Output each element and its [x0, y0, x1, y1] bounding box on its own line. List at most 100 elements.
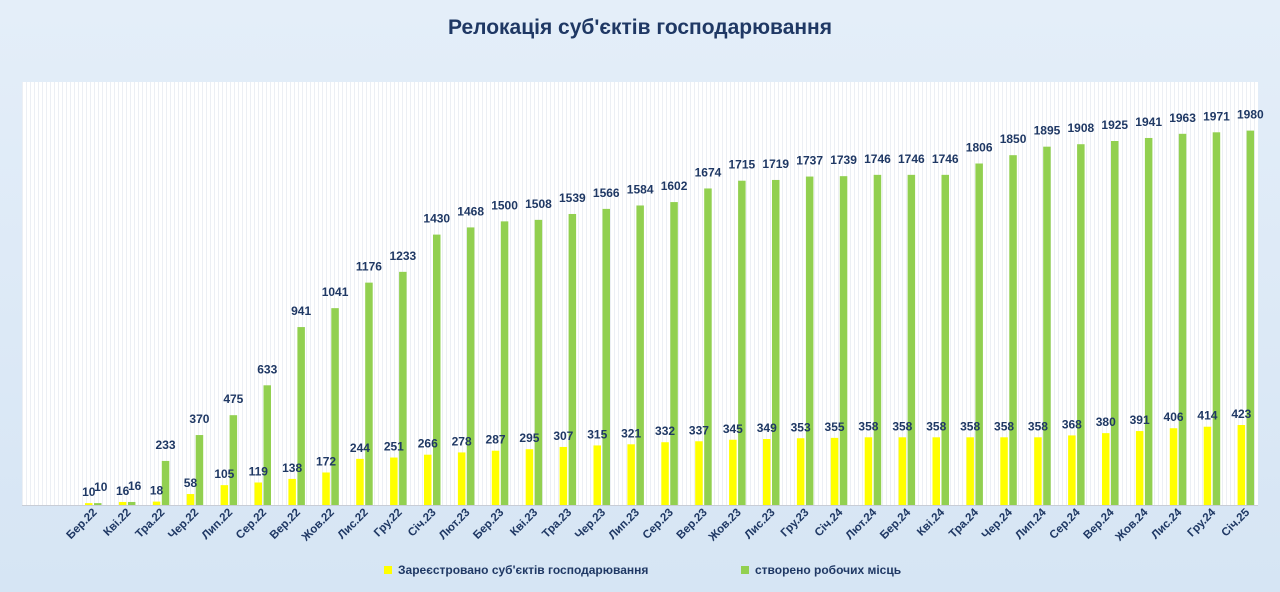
bar-jobs	[534, 219, 543, 506]
x-tick-label: Гру.23	[779, 507, 812, 540]
bar-registered	[729, 439, 737, 505]
bar-jobs	[466, 227, 475, 505]
x-tick-label: Гру.22	[372, 507, 405, 540]
bar-registered	[1203, 426, 1212, 505]
bar-jobs	[941, 174, 949, 505]
data-label-jobs: 1925	[1101, 118, 1128, 132]
data-label-registered: 307	[553, 429, 573, 443]
data-label-registered: 358	[960, 419, 980, 433]
bar-registered	[254, 482, 262, 505]
data-label-registered: 423	[1231, 407, 1251, 421]
bar-jobs	[839, 176, 848, 506]
bar-jobs	[805, 176, 814, 506]
data-label-registered: 337	[689, 423, 709, 437]
x-tick-label: Лис.23	[743, 507, 778, 542]
x-tick-label: Січ.24	[813, 506, 846, 539]
data-label-registered: 278	[452, 434, 472, 448]
legend-item-jobs: створено робочих місць	[741, 563, 901, 577]
x-tick-label: Лис.22	[336, 507, 371, 542]
data-label-jobs: 1739	[830, 153, 857, 167]
bar-jobs	[975, 163, 983, 505]
x-tick-label: Вер.22	[268, 507, 303, 542]
data-label-jobs: 1980	[1237, 108, 1264, 122]
bar-jobs	[331, 308, 339, 505]
x-tick-label: Бер.23	[471, 507, 506, 542]
bar-jobs	[772, 179, 780, 505]
bar-jobs	[399, 271, 407, 505]
data-label-registered: 345	[723, 422, 743, 436]
data-label-jobs: 1500	[491, 198, 518, 212]
bar-jobs	[127, 501, 136, 505]
data-label-registered: 358	[926, 419, 946, 433]
bar-jobs	[636, 205, 644, 506]
bar-jobs	[161, 460, 170, 505]
bar-jobs	[1212, 132, 1221, 505]
bar-registered	[864, 437, 873, 505]
x-tick-label: Січ.23	[406, 507, 439, 540]
bar-jobs	[873, 174, 882, 505]
bar-registered	[1169, 428, 1178, 505]
data-label-registered: 315	[587, 427, 607, 441]
bar-registered	[1034, 437, 1042, 505]
data-label-registered: 358	[1028, 419, 1048, 433]
x-tick-label: Гру.24	[1186, 506, 1219, 539]
bar-jobs	[738, 180, 746, 505]
data-label-registered: 391	[1130, 413, 1150, 427]
data-label-jobs: 1895	[1034, 124, 1061, 138]
data-label-registered: 353	[791, 420, 811, 434]
bar-registered	[288, 478, 296, 505]
data-label-jobs: 16	[128, 479, 142, 493]
x-tick-label: Січ.25	[1220, 506, 1253, 539]
data-label-registered: 138	[282, 461, 302, 475]
bar-jobs	[229, 415, 238, 505]
x-tick-label: Лют.23	[437, 507, 473, 543]
data-label-jobs: 1715	[728, 158, 755, 172]
x-tick-label: Жов.24	[1113, 506, 1151, 544]
bar-jobs	[907, 174, 916, 505]
data-label-jobs: 1430	[423, 212, 450, 226]
data-label-registered: 380	[1096, 415, 1116, 429]
bar-registered	[932, 437, 940, 505]
data-label-jobs: 475	[223, 392, 243, 406]
x-tick-label: Сер.22	[234, 507, 269, 542]
data-label-jobs: 1850	[1000, 132, 1027, 146]
bar-registered	[457, 452, 466, 505]
data-label-jobs: 1468	[457, 204, 484, 218]
data-label-registered: 368	[1062, 417, 1082, 431]
data-label-jobs: 1971	[1203, 109, 1230, 123]
data-label-jobs: 1041	[322, 285, 349, 299]
bar-registered	[661, 442, 669, 505]
bar-jobs	[433, 234, 441, 505]
data-label-registered: 10	[82, 485, 96, 499]
x-tick-label: Чер.22	[166, 507, 201, 542]
data-label-jobs: 1908	[1067, 121, 1094, 135]
data-label-jobs: 1566	[593, 186, 620, 200]
data-label-registered: 358	[994, 419, 1014, 433]
bar-registered	[390, 457, 398, 505]
bar-registered	[525, 449, 534, 505]
data-label-jobs: 1737	[796, 154, 823, 168]
chart-title: Релокація суб'єктів господарювання	[447, 16, 832, 39]
bar-registered	[186, 494, 195, 505]
data-label-registered: 18	[150, 484, 164, 498]
data-label-jobs: 370	[189, 412, 209, 426]
x-tick-label: Бер.22	[64, 507, 99, 542]
bar-jobs	[500, 221, 509, 505]
bar-registered	[695, 441, 703, 505]
bar-registered	[593, 445, 601, 505]
bar-jobs	[1077, 144, 1085, 505]
bar-jobs	[602, 208, 610, 505]
data-label-registered: 244	[350, 441, 370, 455]
x-tick-label: Вер.24	[1081, 506, 1117, 542]
x-tick-label: Тра.23	[540, 507, 574, 541]
x-tick-label: Чер.23	[573, 507, 608, 542]
bar-jobs	[670, 202, 678, 506]
bar-jobs	[195, 435, 204, 505]
legend-swatch-registered	[384, 566, 392, 574]
bar-jobs	[365, 282, 373, 505]
legend-swatch-jobs	[741, 566, 749, 574]
bar-registered	[1237, 425, 1246, 505]
x-tick-label: Кві.23	[508, 507, 540, 539]
data-label-jobs: 1233	[389, 249, 416, 263]
